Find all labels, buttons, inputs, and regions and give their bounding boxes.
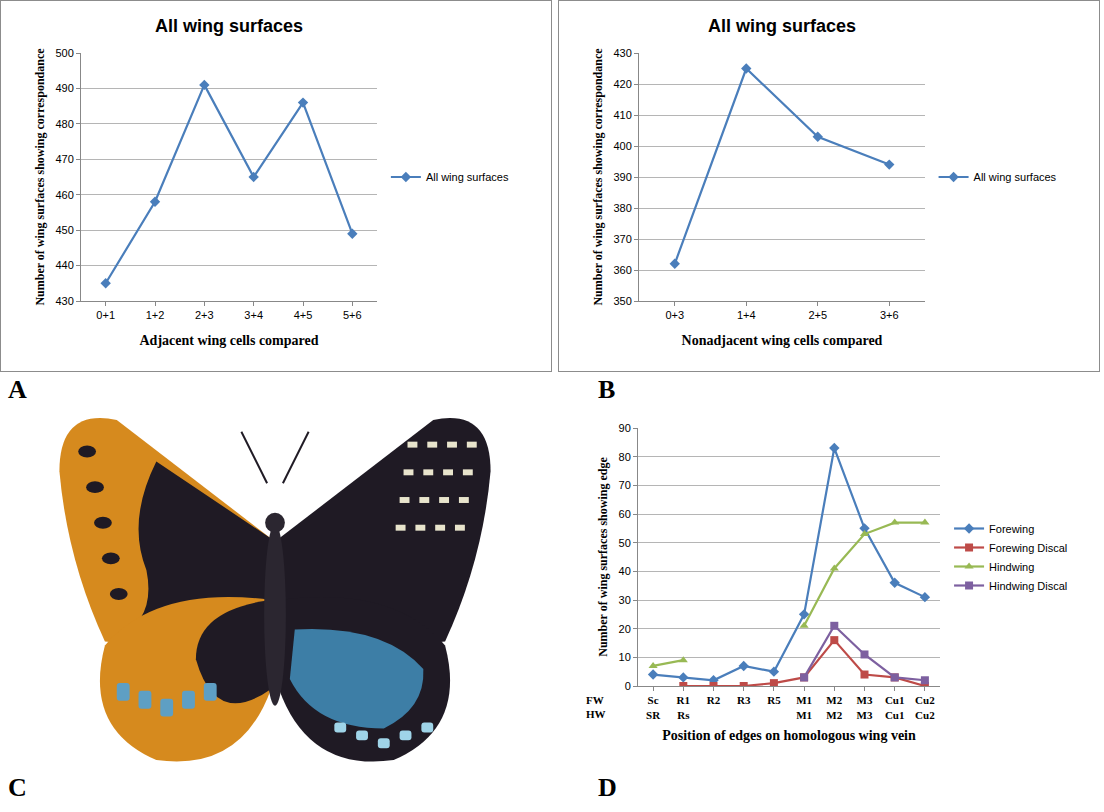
- html-text:B: B: [598, 375, 616, 404]
- svg-text:M1M1: M1M1: [796, 694, 812, 720]
- svg-text:70: 70: [619, 479, 631, 491]
- html-text:C: C: [8, 773, 27, 802]
- svg-text:Number of wing surfaces showin: Number of wing surfaces showing correspo…: [591, 48, 605, 306]
- svg-text:2+3: 2+3: [195, 309, 214, 321]
- svg-text:490: 490: [55, 82, 73, 94]
- svg-text:R3: R3: [737, 694, 751, 706]
- svg-text:ScSR: ScSR: [646, 694, 661, 720]
- svg-text:460: 460: [55, 189, 73, 201]
- svg-text:Forewing: Forewing: [989, 523, 1034, 535]
- svg-text:20: 20: [619, 623, 631, 635]
- svg-text:380: 380: [613, 202, 631, 214]
- svg-text:360: 360: [613, 264, 631, 276]
- svg-text:0+1: 0+1: [96, 309, 115, 321]
- svg-text:0: 0: [625, 680, 631, 692]
- svg-text:Hindwing Discal: Hindwing Discal: [989, 580, 1067, 592]
- svg-text:480: 480: [55, 118, 73, 130]
- svg-text:500: 500: [55, 47, 73, 59]
- svg-text:Hindwing: Hindwing: [989, 561, 1034, 573]
- svg-text:FWHW: FWHW: [586, 694, 606, 720]
- svg-text:All wing surfaces: All wing surfaces: [426, 171, 509, 183]
- svg-text:4+5: 4+5: [294, 309, 313, 321]
- svg-text:Adjacent wing cells compared: Adjacent wing cells compared: [140, 333, 319, 348]
- svg-text:0+3: 0+3: [665, 309, 684, 321]
- svg-text:1+2: 1+2: [146, 309, 165, 321]
- svg-text:350: 350: [613, 295, 631, 307]
- html-text:D: D: [598, 773, 617, 802]
- svg-text:Nonadjacent wing cells compare: Nonadjacent wing cells compared: [682, 333, 883, 348]
- svg-text:5+6: 5+6: [343, 309, 362, 321]
- svg-text:Forewing Discal: Forewing Discal: [989, 542, 1067, 554]
- svg-text:2+5: 2+5: [808, 309, 827, 321]
- svg-text:370: 370: [613, 233, 631, 245]
- svg-text:R5: R5: [767, 694, 781, 706]
- svg-text:400: 400: [613, 140, 631, 152]
- svg-text:Number of wing surfaces showin: Number of wing surfaces showing correspo…: [33, 48, 47, 306]
- svg-text:10: 10: [619, 651, 631, 663]
- svg-text:Position of edges on homologou: Position of edges on homologous wing vei…: [662, 728, 916, 743]
- svg-text:90: 90: [619, 422, 631, 434]
- svg-text:40: 40: [619, 565, 631, 577]
- svg-text:450: 450: [55, 224, 73, 236]
- svg-text:420: 420: [613, 78, 631, 90]
- svg-text:3+4: 3+4: [244, 309, 263, 321]
- svg-text:430: 430: [613, 47, 631, 59]
- svg-text:30: 30: [619, 594, 631, 606]
- svg-text:Cu2Cu2: Cu2Cu2: [915, 694, 935, 720]
- html-text:A: A: [8, 375, 27, 404]
- svg-text:1+4: 1+4: [737, 309, 756, 321]
- svg-text:All wing surfaces: All wing surfaces: [974, 171, 1057, 183]
- svg-text:390: 390: [613, 171, 631, 183]
- svg-text:440: 440: [55, 259, 73, 271]
- svg-text:50: 50: [619, 537, 631, 549]
- svg-text:430: 430: [55, 295, 73, 307]
- svg-text:470: 470: [55, 153, 73, 165]
- svg-text:60: 60: [619, 508, 631, 520]
- svg-text:All wing surfaces: All wing surfaces: [708, 16, 856, 36]
- svg-text:R2: R2: [707, 694, 721, 706]
- svg-text:All wing surfaces: All wing surfaces: [155, 16, 303, 36]
- svg-text:Cu1Cu1: Cu1Cu1: [885, 694, 905, 720]
- svg-text:R1Rs: R1Rs: [677, 694, 691, 720]
- svg-text:M2M2: M2M2: [826, 694, 842, 720]
- svg-text:M3M3: M3M3: [857, 694, 873, 720]
- svg-text:3+6: 3+6: [880, 309, 899, 321]
- svg-text:410: 410: [613, 109, 631, 121]
- svg-text:80: 80: [619, 451, 631, 463]
- svg-text:Number of wing surfaces showin: Number of wing surfaces showing edge: [596, 457, 610, 657]
